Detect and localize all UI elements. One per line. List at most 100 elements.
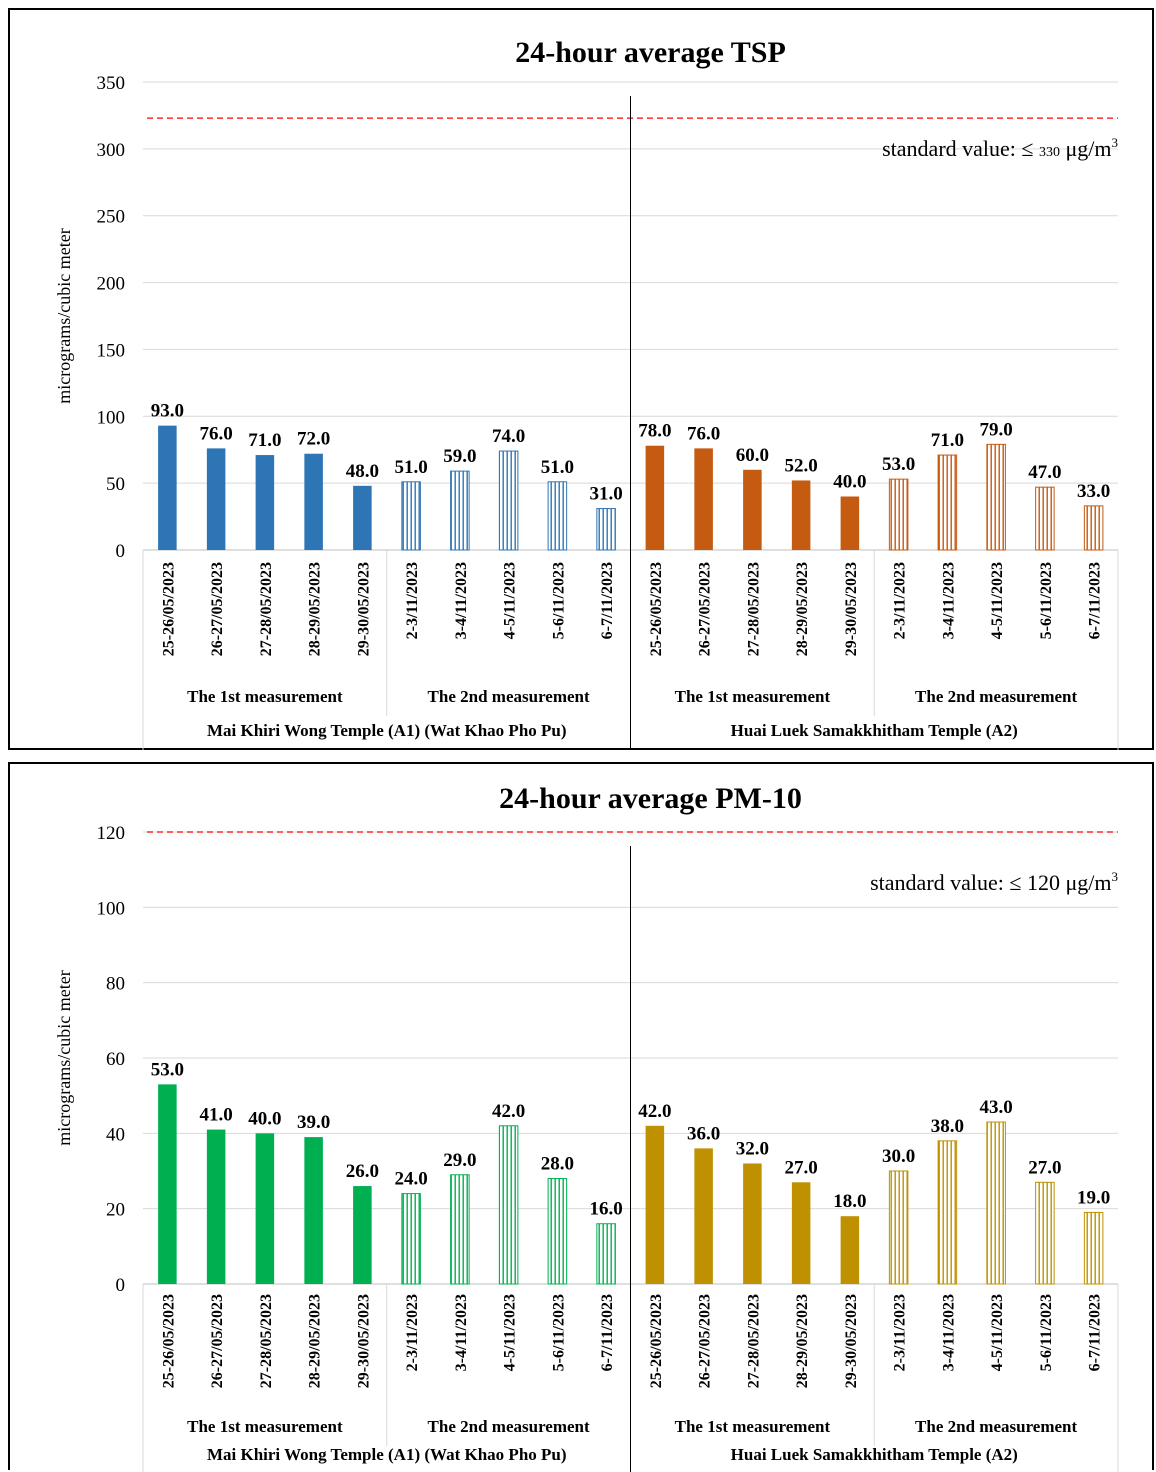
measurement-group-label: The 2nd measurement (915, 687, 1077, 706)
bar (498, 1125, 519, 1285)
data-label: 47.0 (1028, 462, 1061, 483)
data-label: 26.0 (346, 1161, 379, 1182)
y-tick-label: 0 (116, 541, 126, 562)
standard-text-prefix: standard value: ≤ (882, 136, 1039, 161)
standard-unit-superscript: 3 (1112, 869, 1119, 884)
data-label: 93.0 (151, 401, 184, 422)
bar (547, 1178, 568, 1285)
y-tick-label: 150 (97, 340, 126, 361)
bar (937, 454, 958, 551)
data-label: 71.0 (931, 430, 964, 451)
data-label: 39.0 (297, 1112, 330, 1133)
x-tick-label: 28-29/05/2023 (307, 1294, 324, 1388)
site-label: Mai Khiri Wong Temple (A1) (Wat Khao Pho… (207, 721, 567, 740)
x-tick-label: 2-3/11/2023 (892, 1294, 909, 1371)
x-tick-label: 27-28/05/2023 (745, 562, 762, 656)
bar (498, 450, 519, 551)
bar (1035, 486, 1055, 551)
x-tick-label: 2-3/11/2023 (892, 562, 909, 639)
data-label: 78.0 (638, 421, 671, 442)
data-label: 79.0 (980, 419, 1013, 440)
standard-value: 330 (1039, 145, 1060, 160)
bar (888, 1170, 909, 1285)
y-tick-label: 20 (106, 1200, 125, 1221)
data-label: 36.0 (687, 1123, 720, 1144)
x-tick-label: 5-6/11/2023 (550, 562, 567, 639)
site-label: Huai Luek Samakkhitham Temple (A2) (731, 721, 1018, 740)
x-tick-label: 6-7/11/2023 (599, 562, 616, 639)
data-label: 76.0 (687, 423, 720, 444)
bar (158, 1084, 177, 1284)
y-tick-label: 100 (97, 407, 126, 428)
x-tick-label: 5-6/11/2023 (1038, 562, 1055, 639)
standard-value-label: standard value: ≤ 120 μg/m3 (870, 869, 1118, 895)
x-tick-label: 3-4/11/2023 (940, 562, 957, 639)
standard-unit: μg/m (1060, 136, 1112, 161)
data-label: 51.0 (541, 457, 574, 478)
data-label: 24.0 (395, 1169, 428, 1190)
standard-value-label: standard value: ≤ 330 μg/m3 (882, 135, 1118, 161)
data-label: 29.0 (443, 1150, 476, 1171)
data-label: 53.0 (882, 454, 915, 475)
data-label: 19.0 (1077, 1187, 1110, 1208)
x-tick-label: 25-26/05/2023 (160, 1294, 177, 1388)
measurement-group-label: The 1st measurement (675, 687, 831, 706)
y-tick-label: 250 (97, 207, 126, 228)
data-label: 72.0 (297, 429, 330, 450)
data-label: 40.0 (833, 472, 866, 493)
bar (840, 496, 860, 550)
tsp-chart-panel: 24-hour average TSP 0 50 100 150 200 250 300 350… (8, 8, 1154, 750)
bar (304, 1137, 323, 1284)
bar (255, 1133, 275, 1284)
site-label: Mai Khiri Wong Temple (A1) (Wat Khao Pho… (207, 1445, 567, 1464)
x-tick-label: 5-6/11/2023 (550, 1294, 567, 1371)
x-tick-label: 3-4/11/2023 (453, 1294, 470, 1371)
data-label: 76.0 (200, 423, 233, 444)
standard-text-prefix: standard value: ≤ (870, 870, 1027, 895)
bar (596, 1223, 616, 1285)
bar (255, 455, 275, 550)
site-label: Huai Luek Samakkhitham Temple (A2) (731, 1445, 1018, 1464)
x-tick-label: 29-30/05/2023 (355, 562, 372, 656)
bar (986, 1121, 1006, 1285)
measurement-group-label: The 2nd measurement (428, 1417, 590, 1436)
x-tick-label: 6-7/11/2023 (1087, 562, 1104, 639)
data-label: 59.0 (443, 446, 476, 467)
measurement-group-label: The 2nd measurement (915, 1417, 1077, 1436)
x-tick-label: 26-27/05/2023 (697, 1294, 714, 1388)
y-tick-label: 100 (97, 898, 126, 919)
data-label: 18.0 (833, 1191, 866, 1212)
bar (743, 1163, 762, 1284)
data-label: 40.0 (248, 1108, 281, 1129)
bar (937, 1140, 958, 1285)
x-tick-label: 4-5/11/2023 (502, 562, 519, 639)
x-tick-label: 25-26/05/2023 (160, 562, 177, 656)
pm10-chart-panel: 24-hour average PM-10 0 20 40 60 80 100 120 micr… (8, 762, 1154, 1472)
data-label: 53.0 (151, 1059, 184, 1080)
data-label: 27.0 (1028, 1157, 1061, 1178)
standard-value: 120 (1027, 870, 1060, 895)
bar (888, 478, 909, 551)
data-label: 32.0 (736, 1138, 769, 1159)
measurement-group-label: The 1st measurement (187, 1417, 343, 1436)
x-tick-label: 6-7/11/2023 (1087, 1294, 1104, 1371)
data-label: 16.0 (590, 1199, 623, 1220)
standard-unit: μg/m (1060, 870, 1112, 895)
y-axis-label: micrograms/cubic meter (54, 228, 74, 403)
y-tick-label: 40 (106, 1124, 125, 1145)
data-label: 41.0 (200, 1105, 233, 1126)
bar (694, 1148, 713, 1284)
x-tick-label: 26-27/05/2023 (209, 562, 226, 656)
measurement-group-label: The 1st measurement (675, 1417, 831, 1436)
x-tick-label: 27-28/05/2023 (258, 1294, 275, 1388)
x-tick-label: 26-27/05/2023 (209, 1294, 226, 1388)
bar (791, 480, 811, 550)
data-label: 31.0 (590, 484, 623, 505)
pm10-chart: 24-hour average PM-10 0 20 40 60 80 100 120 micr… (54, 782, 1119, 1472)
x-tick-label: 28-29/05/2023 (307, 562, 324, 656)
x-tick-label: 25-26/05/2023 (648, 1294, 665, 1388)
data-label: 27.0 (785, 1157, 818, 1178)
y-tick-label: 300 (97, 140, 126, 161)
bar (1083, 1211, 1104, 1285)
x-tick-label: 5-6/11/2023 (1038, 1294, 1055, 1371)
